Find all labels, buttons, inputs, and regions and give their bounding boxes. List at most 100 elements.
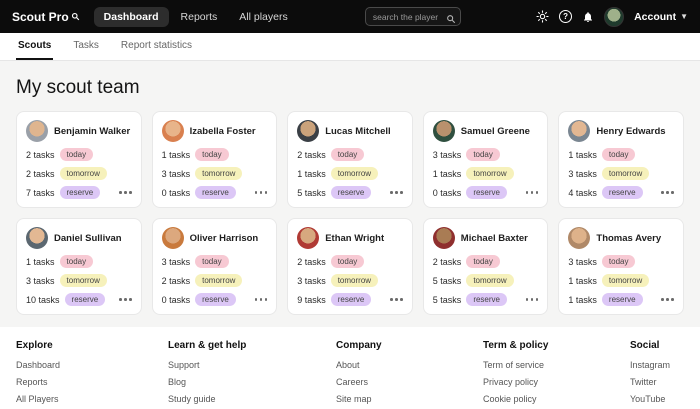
footer-link-all-players[interactable]: All Players xyxy=(16,394,59,404)
badge-reserve: reserve xyxy=(59,186,101,199)
badge-reserve: reserve xyxy=(64,293,106,306)
scout-card: Samuel Greene 3 tasks today 1 tasks tomo… xyxy=(422,111,549,208)
more-options-icon[interactable] xyxy=(119,189,132,196)
tab-report-statistics[interactable]: Report statistics xyxy=(120,40,193,51)
footer-column-learn: Learn & get help Support Blog Study guid… xyxy=(168,340,336,409)
footer-link-twitter[interactable]: Twitter xyxy=(630,377,657,387)
task-row: 0 tasks reserve xyxy=(162,293,268,306)
task-row: 0 tasks reserve xyxy=(162,186,268,199)
footer-link-instagram[interactable]: Instagram xyxy=(630,360,671,370)
task-row: 1 tasks tomorrow xyxy=(568,274,674,287)
badge-reserve: reserve xyxy=(330,293,372,306)
task-row: 5 tasks reserve xyxy=(433,293,539,306)
task-count: 0 tasks xyxy=(161,187,191,198)
task-row: 4 tasks reserve xyxy=(568,186,674,199)
task-row: 1 tasks reserve xyxy=(568,293,674,306)
task-row: 1 tasks today xyxy=(26,255,132,268)
task-row: 2 tasks tomorrow xyxy=(26,167,132,180)
top-nav: Dashboard Reports All players xyxy=(93,6,298,27)
help-icon[interactable]: ? xyxy=(559,10,573,23)
scout-card: Daniel Sullivan 1 tasks today 3 tasks to… xyxy=(16,218,142,315)
footer-column-social: Social Instagram Twitter YouTube xyxy=(630,340,684,409)
task-count: 7 tasks xyxy=(26,187,55,198)
scout-name: Ethan Wright xyxy=(325,232,385,244)
card-header: Henry Edwards xyxy=(568,120,674,142)
nav-reports[interactable]: Reports xyxy=(180,10,218,23)
task-count: 3 tasks xyxy=(297,275,326,286)
more-options-icon[interactable] xyxy=(525,189,539,196)
scout-avatar xyxy=(26,227,48,249)
chevron-down-icon: ▼ xyxy=(680,12,688,21)
task-row: 2 tasks tomorrow xyxy=(162,274,268,287)
more-options-icon[interactable] xyxy=(254,189,268,196)
footer-link-support[interactable]: Support xyxy=(168,360,200,370)
more-options-icon[interactable] xyxy=(119,296,132,303)
task-count: 0 tasks xyxy=(161,294,191,305)
scout-avatar xyxy=(432,227,455,249)
scout-name: Izabella Foster xyxy=(189,125,256,137)
footer-link-about[interactable]: About xyxy=(336,360,360,370)
footer-link-study-guide[interactable]: Study guide xyxy=(168,394,216,404)
badge-reserve: reserve xyxy=(601,186,643,199)
nav-dashboard[interactable]: Dashboard xyxy=(93,6,169,27)
brand-text: Scout Pro xyxy=(12,9,69,24)
task-count: 2 tasks xyxy=(432,256,462,267)
more-options-icon[interactable] xyxy=(254,296,268,303)
task-row: 9 tasks reserve xyxy=(297,293,403,306)
task-row: 2 tasks today xyxy=(297,255,403,268)
task-row: 1 tasks tomorrow xyxy=(297,167,403,180)
brand-search-icon xyxy=(71,10,80,24)
task-count: 10 tasks xyxy=(26,294,60,305)
task-count: 2 tasks xyxy=(26,168,55,179)
more-options-icon[interactable] xyxy=(661,296,674,303)
footer-link-dashboard[interactable]: Dashboard xyxy=(16,360,61,370)
more-options-icon[interactable] xyxy=(390,189,403,196)
task-row: 2 tasks today xyxy=(297,148,403,161)
footer-column-policy: Term & policy Term of service Privacy po… xyxy=(483,340,630,409)
more-options-icon[interactable] xyxy=(661,189,674,196)
footer-link-youtube[interactable]: YouTube xyxy=(630,394,666,404)
brand-logo[interactable]: Scout Pro xyxy=(12,10,80,24)
task-row: 5 tasks tomorrow xyxy=(433,274,539,287)
scout-name: Lucas Mitchell xyxy=(325,125,391,137)
badge-reserve: reserve xyxy=(601,293,643,306)
search-icon[interactable] xyxy=(446,11,456,29)
badge-tomorrow: tomorrow xyxy=(330,167,379,180)
search-input[interactable] xyxy=(364,7,461,27)
account-avatar[interactable] xyxy=(604,6,625,27)
task-count: 5 tasks xyxy=(297,187,326,198)
footer-link-careers[interactable]: Careers xyxy=(336,377,369,387)
task-row: 2 tasks today xyxy=(26,148,132,161)
footer-link-privacy-policy[interactable]: Privacy policy xyxy=(483,377,539,387)
task-count: 3 tasks xyxy=(161,168,191,179)
card-header: Michael Baxter xyxy=(432,227,539,249)
footer-link-reports[interactable]: Reports xyxy=(16,377,48,387)
badge-today: today xyxy=(59,255,94,268)
settings-gear-icon[interactable] xyxy=(536,10,549,23)
footer-column-company: Company About Careers Site map xyxy=(336,340,483,409)
card-header: Izabella Foster xyxy=(161,120,268,142)
account-menu[interactable]: Account ▼ xyxy=(634,11,688,23)
nav-all-players[interactable]: All players xyxy=(239,10,288,23)
scout-avatar xyxy=(297,227,320,249)
footer-link-site-map[interactable]: Site map xyxy=(336,394,372,404)
task-row: 1 tasks tomorrow xyxy=(433,167,539,180)
more-options-icon[interactable] xyxy=(390,296,403,303)
more-options-icon[interactable] xyxy=(525,296,539,303)
footer-link-blog[interactable]: Blog xyxy=(168,377,187,387)
scout-avatar xyxy=(161,120,184,142)
scout-cards-grid: Benjamin Walker 2 tasks today 2 tasks to… xyxy=(0,111,700,315)
notifications-bell-icon[interactable] xyxy=(582,11,594,23)
card-header: Daniel Sullivan xyxy=(26,227,132,249)
tab-tasks[interactable]: Tasks xyxy=(73,40,99,51)
account-label: Account xyxy=(634,10,677,23)
task-row: 3 tasks today xyxy=(568,255,674,268)
footer-link-term-of-service[interactable]: Term of service xyxy=(483,360,545,370)
footer-link-cookie-policy[interactable]: Cookie policy xyxy=(483,394,537,404)
badge-today: today xyxy=(59,148,94,161)
task-count: 1 tasks xyxy=(568,149,597,160)
tab-scouts[interactable]: Scouts xyxy=(16,33,54,60)
scout-card: Thomas Avery 3 tasks today 1 tasks tomor… xyxy=(558,218,684,315)
task-count: 2 tasks xyxy=(161,275,191,286)
badge-reserve: reserve xyxy=(466,293,507,306)
